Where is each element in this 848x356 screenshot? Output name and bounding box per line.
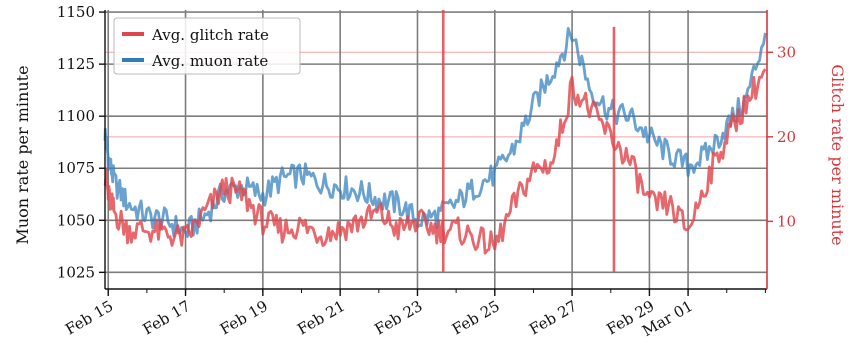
legend: Avg. glitch rate Avg. muon rate [113,17,301,75]
y-axis-title-left: Muon rate per minute [13,65,32,244]
x-tick-label: Feb 21 [294,297,348,339]
x-tick-label: Feb 23 [372,297,426,339]
x-tick-label: Feb 19 [217,297,271,339]
legend-label-muon: Avg. muon rate [151,52,268,70]
y-left-tick-label: 1150 [57,3,95,21]
y-right-tick-label: 10 [777,212,796,230]
x-tick-label: Feb 27 [526,297,580,339]
y-left-tick-label: 1100 [57,107,95,125]
y-left-tick-label: 1025 [57,263,95,281]
y-left-tick-label: 1050 [57,211,95,229]
y-right-tick-label: 30 [777,43,796,61]
legend-box [113,17,301,75]
y-left-tick-label: 1075 [57,159,95,177]
x-tick-label: Feb 15 [62,297,116,339]
y-right-tick-label: 20 [777,128,796,146]
series-line-glitch [103,68,767,255]
series-layer [103,10,767,273]
x-tick-label: Feb 17 [140,297,194,339]
legend-label-glitch: Avg. glitch rate [151,26,269,44]
y-left-tick-label: 1125 [57,55,95,73]
y-axis-title-right: Glitch rate per minute [828,64,847,245]
x-tick-label: Feb 25 [449,297,503,339]
